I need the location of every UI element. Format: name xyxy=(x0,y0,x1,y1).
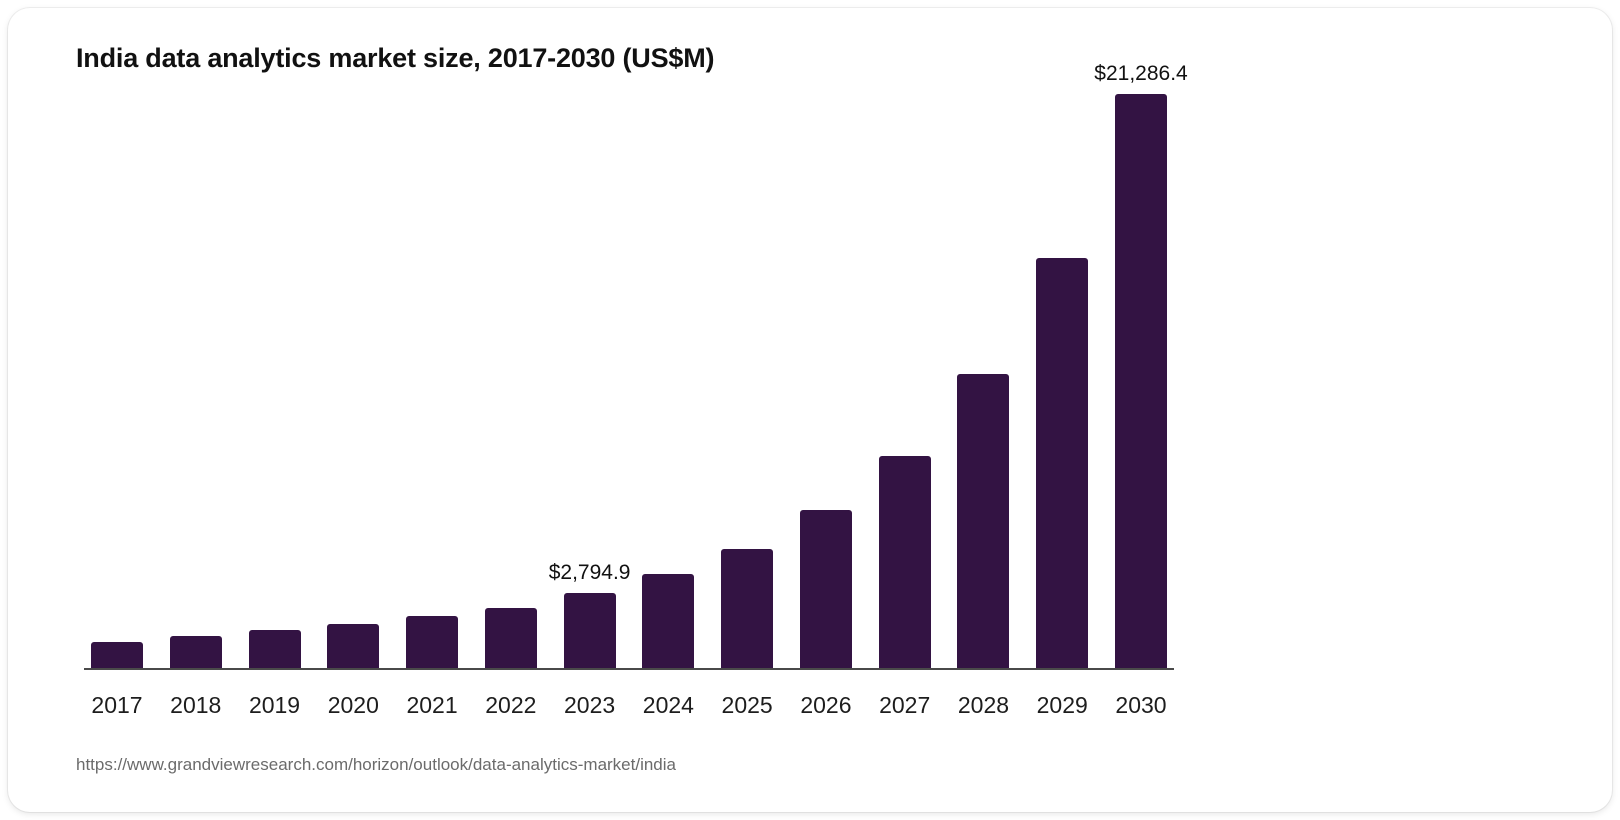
bar-2029 xyxy=(1036,257,1089,668)
bar-2021 xyxy=(406,615,459,668)
bar-2030 xyxy=(1115,94,1167,668)
bar-2022 xyxy=(484,607,537,668)
x-axis-tick-2023: 2023 xyxy=(564,692,616,718)
x-axis-tick-2021: 2021 xyxy=(406,692,458,718)
x-axis-tick-2030: 2030 xyxy=(1115,692,1167,718)
x-axis-tick-2029: 2029 xyxy=(1036,692,1088,718)
bar-value-label-2023: $2,794.9 xyxy=(548,560,631,584)
x-axis-tick-2026: 2026 xyxy=(800,692,852,718)
bar-2017 xyxy=(91,642,143,668)
bar-2027 xyxy=(878,456,931,668)
x-axis-tick-2020: 2020 xyxy=(327,692,379,718)
bar-2020 xyxy=(327,623,380,668)
x-axis-line xyxy=(83,668,1175,670)
x-axis-tick-2028: 2028 xyxy=(957,692,1010,718)
x-axis-tick-2018: 2018 xyxy=(170,692,222,718)
x-axis-tick-2025: 2025 xyxy=(721,692,773,718)
chart-card: India data analytics market size, 2017-2… xyxy=(8,8,1612,812)
bar-2023 xyxy=(563,592,616,668)
x-axis-tick-2027: 2027 xyxy=(879,692,931,718)
bar-2018 xyxy=(169,635,222,668)
x-axis-tick-2017: 2017 xyxy=(91,692,143,718)
bar-2024 xyxy=(642,573,695,668)
bar-chart-plot-area: 2017 2018 2019 2020 2021 2022 $2,794.9 2023 2024… xyxy=(8,8,1612,812)
bar-2019 xyxy=(248,629,301,668)
source-url-text: https://www.grandviewresearch.com/horizo… xyxy=(76,755,676,774)
x-axis-tick-2024: 2024 xyxy=(642,692,694,718)
page-title: India data analytics market size, 2017-2… xyxy=(76,43,715,73)
bar-value-label-2030: $21,286.4 xyxy=(1094,62,1188,85)
bar-2028 xyxy=(957,374,1010,668)
bar-2026 xyxy=(799,510,852,668)
x-axis-tick-2022: 2022 xyxy=(485,692,537,718)
x-axis-tick-2019: 2019 xyxy=(248,692,301,718)
bar-2025 xyxy=(721,548,774,668)
